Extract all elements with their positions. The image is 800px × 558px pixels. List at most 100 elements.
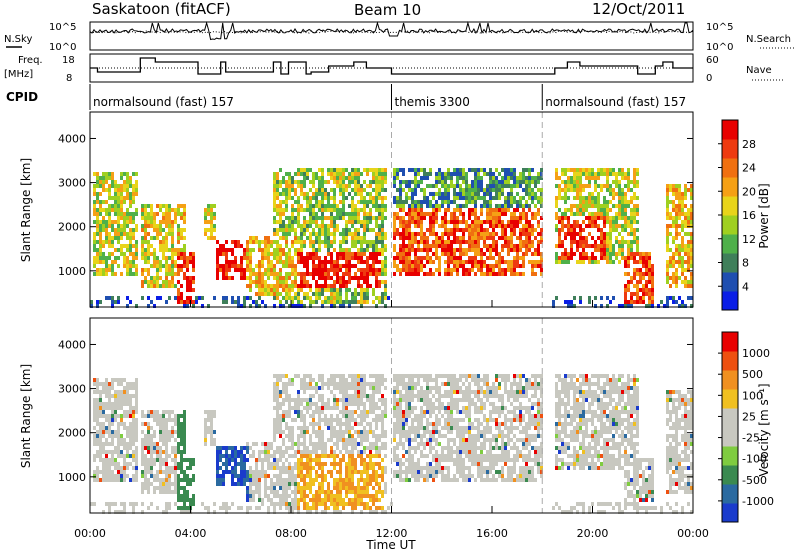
heatmap-cell — [687, 212, 690, 216]
heatmap-cell — [681, 240, 684, 244]
heatmap-cell — [186, 296, 189, 300]
heatmap-cell — [384, 260, 387, 264]
heatmap-cell — [258, 486, 261, 490]
heatmap-cell — [345, 386, 348, 390]
heatmap-cell — [339, 300, 342, 304]
heatmap-cell — [318, 462, 321, 466]
heatmap-cell — [270, 260, 273, 264]
heatmap-cell — [456, 172, 459, 176]
heatmap-cell — [345, 256, 348, 260]
heatmap-cell — [288, 502, 291, 506]
heatmap-cell — [141, 204, 144, 208]
heatmap-cell — [333, 482, 336, 486]
heatmap-cell — [216, 260, 219, 264]
heatmap-cell — [132, 434, 135, 438]
heatmap-cell — [276, 272, 279, 276]
heatmap-cell — [516, 200, 519, 204]
heatmap-cell — [144, 260, 147, 264]
heatmap-cell — [177, 228, 180, 232]
heatmap-cell — [183, 204, 186, 208]
heatmap-cell — [378, 204, 381, 208]
heatmap-cell — [129, 406, 132, 410]
heatmap-cell — [153, 224, 156, 228]
heatmap-cell — [240, 256, 243, 260]
heatmap-cell — [351, 216, 354, 220]
heatmap-cell — [327, 386, 330, 390]
heatmap-cell — [399, 216, 402, 220]
heatmap-cell — [312, 442, 315, 446]
heatmap-cell — [162, 450, 165, 454]
heatmap-cell — [291, 482, 294, 486]
heatmap-cell — [636, 240, 639, 244]
heatmap-cell — [285, 196, 288, 200]
heatmap-cell — [441, 244, 444, 248]
heatmap-cell — [582, 228, 585, 232]
heatmap-cell — [600, 208, 603, 212]
heatmap-cell — [417, 208, 420, 212]
heatmap-cell — [147, 450, 150, 454]
heatmap-cell — [267, 268, 270, 272]
heatmap-cell — [105, 442, 108, 446]
heatmap-cell — [180, 434, 183, 438]
heatmap-cell — [195, 296, 198, 300]
heatmap-cell — [567, 224, 570, 228]
heatmap-cell — [417, 268, 420, 272]
heatmap-cell — [204, 506, 207, 510]
heatmap-cell — [456, 236, 459, 240]
heatmap-cell — [102, 220, 105, 224]
heatmap-cell — [627, 200, 630, 204]
heatmap-cell — [438, 240, 441, 244]
heatmap-cell — [180, 296, 183, 300]
heatmap-cell — [609, 192, 612, 196]
heatmap-cell — [414, 264, 417, 268]
heatmap-cell — [498, 180, 501, 184]
heatmap-cell — [321, 292, 324, 296]
heatmap-cell — [372, 272, 375, 276]
heatmap-cell — [186, 490, 189, 494]
heatmap-cell — [294, 506, 297, 510]
heatmap-cell — [297, 470, 300, 474]
heatmap-cell — [342, 208, 345, 212]
heatmap-cell — [342, 188, 345, 192]
heatmap-cell — [327, 296, 330, 300]
heatmap-cell — [573, 228, 576, 232]
heatmap-cell — [144, 482, 147, 486]
heatmap-cell — [246, 506, 249, 510]
heatmap-cell — [270, 252, 273, 256]
heatmap-cell — [336, 470, 339, 474]
heatmap-cell — [681, 200, 684, 204]
heatmap-cell — [204, 410, 207, 414]
heatmap-cell — [222, 248, 225, 252]
heatmap-cell — [345, 212, 348, 216]
heatmap-cell — [297, 410, 300, 414]
heatmap-cell — [105, 378, 108, 382]
heatmap-cell — [405, 236, 408, 240]
heatmap-cell — [300, 430, 303, 434]
heatmap-cell — [555, 204, 558, 208]
heatmap-cell — [273, 422, 276, 426]
heatmap-cell — [621, 172, 624, 176]
heatmap-cell — [180, 236, 183, 240]
heatmap-cell — [327, 196, 330, 200]
heatmap-cell — [213, 502, 216, 506]
heatmap-cell — [279, 216, 282, 220]
heatmap-cell — [579, 180, 582, 184]
heatmap-cell — [471, 260, 474, 264]
heatmap-cell — [333, 398, 336, 402]
heatmap-cell — [99, 184, 102, 188]
heatmap-cell — [666, 184, 669, 188]
heatmap-cell — [342, 374, 345, 378]
heatmap-cell — [150, 438, 153, 442]
heatmap-cell — [372, 204, 375, 208]
heatmap-cell — [672, 224, 675, 228]
heatmap-cell — [315, 390, 318, 394]
heatmap-cell — [321, 386, 324, 390]
heatmap-cell — [258, 276, 261, 280]
heatmap-cell — [426, 228, 429, 232]
heatmap-cell — [117, 470, 120, 474]
heatmap-cell — [141, 240, 144, 244]
heatmap-cell — [366, 268, 369, 272]
heatmap-cell — [489, 200, 492, 204]
heatmap-cell — [102, 390, 105, 394]
heatmap-cell — [333, 204, 336, 208]
